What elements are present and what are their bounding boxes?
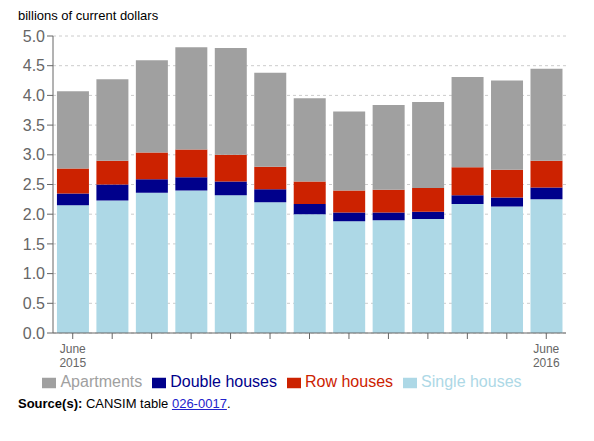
html-text:Source(s): CANSIM table 026-00: Source(s): CANSIM table 026-0017. bbox=[18, 396, 231, 411]
svg-text:0.0: 0.0 bbox=[23, 325, 45, 342]
svg-text:June2016: June2016 bbox=[533, 342, 560, 370]
svg-text:2.0: 2.0 bbox=[23, 206, 45, 223]
svg-text:4.5: 4.5 bbox=[23, 57, 45, 74]
svg-text:1.5: 1.5 bbox=[23, 236, 45, 253]
svg-text:5.0: 5.0 bbox=[23, 28, 45, 45]
svg-text:June2015: June2015 bbox=[59, 342, 86, 370]
html-text:billions of current dollars: billions of current dollars bbox=[18, 8, 159, 23]
svg-text:1.0: 1.0 bbox=[23, 265, 45, 282]
html-text:Apartments: Apartments bbox=[60, 373, 143, 390]
svg-text:2.5: 2.5 bbox=[23, 176, 45, 193]
svg-text:4.0: 4.0 bbox=[23, 87, 45, 104]
svg-text:0.5: 0.5 bbox=[23, 295, 45, 312]
svg-text:3.0: 3.0 bbox=[23, 146, 45, 163]
html-text:Single houses: Single houses bbox=[421, 373, 522, 390]
svg-text:3.5: 3.5 bbox=[23, 117, 45, 134]
html-text:Double houses: Double houses bbox=[170, 373, 277, 390]
html-text:Row houses: Row houses bbox=[305, 373, 393, 390]
